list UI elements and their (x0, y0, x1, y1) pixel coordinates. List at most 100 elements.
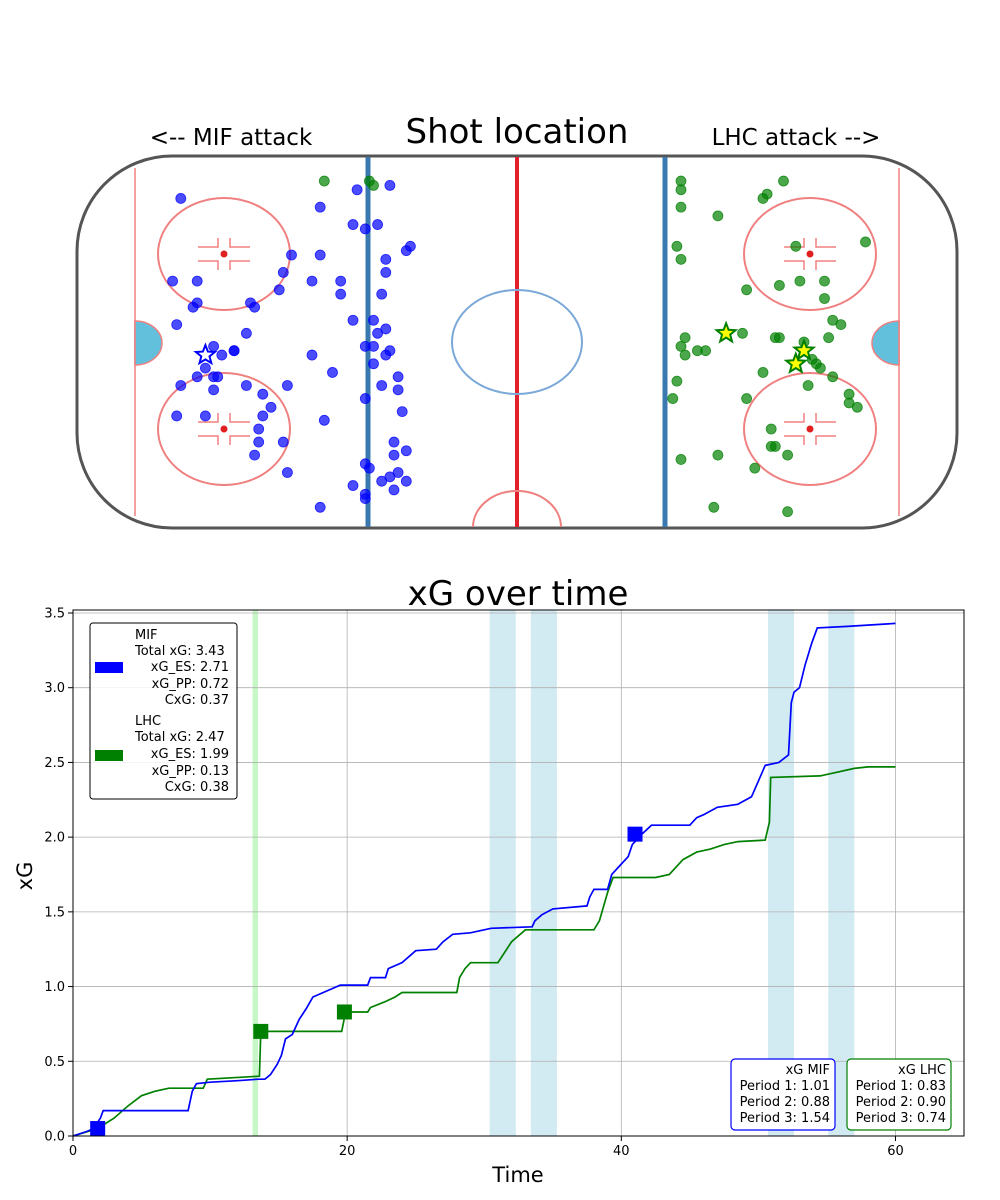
shot-marker-mif (351, 184, 363, 196)
legend-lhc-line-5: CxG: 0.38 (165, 780, 229, 795)
xg-line-lhc (72, 766, 896, 1137)
shot-marker-lhc (712, 449, 724, 461)
shot-marker-mif (380, 323, 392, 335)
shot-marker-lhc (819, 275, 830, 287)
faceoff-circle-bottom-left (157, 372, 291, 486)
shot-marker-mif (347, 314, 359, 326)
shot-marker-lhc (368, 179, 379, 191)
shot-marker-lhc (675, 454, 687, 465)
shot-marker-mif (228, 345, 240, 357)
legend-mif-line-2: Total xG: 3.43 (134, 644, 225, 659)
shot-marker-mif (388, 449, 400, 461)
shot-markers (167, 175, 871, 518)
plot-frame (72, 609, 965, 1137)
shot-marker-mif (318, 414, 330, 426)
shot-marker-mif (392, 384, 404, 396)
shot-marker-mif (253, 436, 265, 448)
shot-marker-mif (392, 371, 404, 383)
shot-marker-mif (208, 340, 220, 352)
shot-marker-mif (372, 327, 384, 339)
y-tick-label: 0.0 (44, 1130, 65, 1145)
x-tick-label: 0 (69, 1144, 77, 1159)
goal-marker-mif (90, 1121, 106, 1137)
shot-marker-lhc (782, 506, 793, 518)
shot-marker-mif (171, 319, 183, 331)
shot-marker-mif (171, 410, 183, 422)
shot-marker-mif (265, 401, 277, 413)
shot-marker-mif (384, 345, 396, 357)
shot-marker-lhc (708, 501, 720, 513)
power-play-band (489, 610, 516, 1136)
legend-mif-line-4: xG_PP: 0.72 (152, 677, 229, 692)
shot-location-panel: Shot location <-- MIF attack LHC attack … (75, 112, 959, 530)
shot-marker-mif (175, 193, 187, 204)
faceoff-circle-bottom-right (743, 372, 877, 486)
shot-marker-lhc (802, 380, 814, 391)
shot-marker-lhc (782, 449, 793, 461)
shot-marker-lhc (794, 275, 806, 287)
shot-marker-mif (335, 275, 347, 287)
mif-attack-label: <-- MIF attack (150, 125, 313, 151)
y-tick-label: 0.5 (44, 1055, 65, 1070)
legend-lhc-line-3: xG_ES: 1.99 (151, 747, 229, 762)
power-play-band (828, 610, 855, 1136)
legend-swatch-lhc (95, 750, 123, 761)
shot-marker-mif (384, 471, 396, 483)
y-tick-label: 2.5 (44, 756, 65, 771)
goal-star-lhc (783, 351, 808, 375)
shot-marker-mif (368, 340, 379, 352)
y-tick-label: 1.5 (44, 905, 65, 920)
shot-marker-mif (257, 388, 269, 400)
faceoff-circle-top-right (743, 197, 877, 311)
referee-crease (472, 490, 562, 528)
x-tick-label: 40 (613, 1144, 630, 1159)
goal-marker-lhc (253, 1023, 269, 1039)
legend-mif-line-3: xG_ES: 2.71 (151, 660, 229, 675)
shot-marker-mif (314, 249, 326, 261)
shot-marker-lhc (712, 210, 724, 222)
shot-marker-mif (372, 219, 384, 230)
x-tick-label: 20 (339, 1144, 356, 1159)
shot-marker-mif (253, 423, 265, 435)
shot-marker-lhc (835, 319, 847, 331)
xg-chart-title: xG over time (408, 574, 629, 614)
shot-marker-mif (347, 480, 359, 491)
shot-marker-mif (388, 436, 400, 448)
period-mif-p1: Period 1: 1.01 (740, 1079, 830, 1094)
shot-marker-lhc (671, 240, 683, 252)
shot-marker-mif (273, 284, 285, 296)
shot-marker-lhc (741, 393, 752, 404)
shot-marker-mif (400, 475, 412, 487)
shot-marker-lhc (765, 440, 777, 452)
goal-star-lhc (713, 320, 739, 344)
shot-marker-mif (314, 501, 326, 513)
goal-marker-lhc (336, 1004, 352, 1020)
shot-marker-mif (191, 371, 203, 383)
shot-marker-mif (240, 380, 252, 391)
shot-marker-mif (249, 301, 261, 313)
legend-mif-line-5: CxG: 0.37 (165, 693, 229, 708)
y-axis-label: xG (13, 862, 37, 891)
hockey-rink (75, 154, 959, 530)
center-circle (451, 289, 583, 395)
shot-marker-lhc (671, 375, 683, 387)
legend-lhc-line-1: LHC (135, 714, 161, 729)
shot-marker-mif (281, 380, 293, 391)
shot-marker-mif (208, 371, 220, 383)
shot-marker-mif (384, 179, 396, 191)
legend-lhc-line-2: Total xG: 2.47 (134, 730, 225, 745)
shot-marker-mif (240, 327, 252, 339)
shot-marker-mif (216, 349, 228, 361)
y-tick-label: 2.0 (44, 831, 65, 846)
shot-marker-mif (257, 410, 269, 422)
period-mif-header: xG MIF (786, 1063, 830, 1078)
shot-panel-title: Shot location (406, 112, 629, 152)
shot-marker-mif (281, 467, 293, 478)
period-lhc-p3: Period 3: 0.74 (856, 1111, 946, 1126)
shot-marker-mif (392, 467, 404, 478)
shot-marker-lhc (827, 314, 839, 326)
goal-crease-left (134, 320, 163, 366)
shot-marker-mif (376, 380, 388, 391)
legend-box: MIF Total xG: 3.43 xG_ES: 2.71 xG_PP: 0.… (89, 622, 238, 800)
shot-marker-mif (380, 266, 392, 278)
